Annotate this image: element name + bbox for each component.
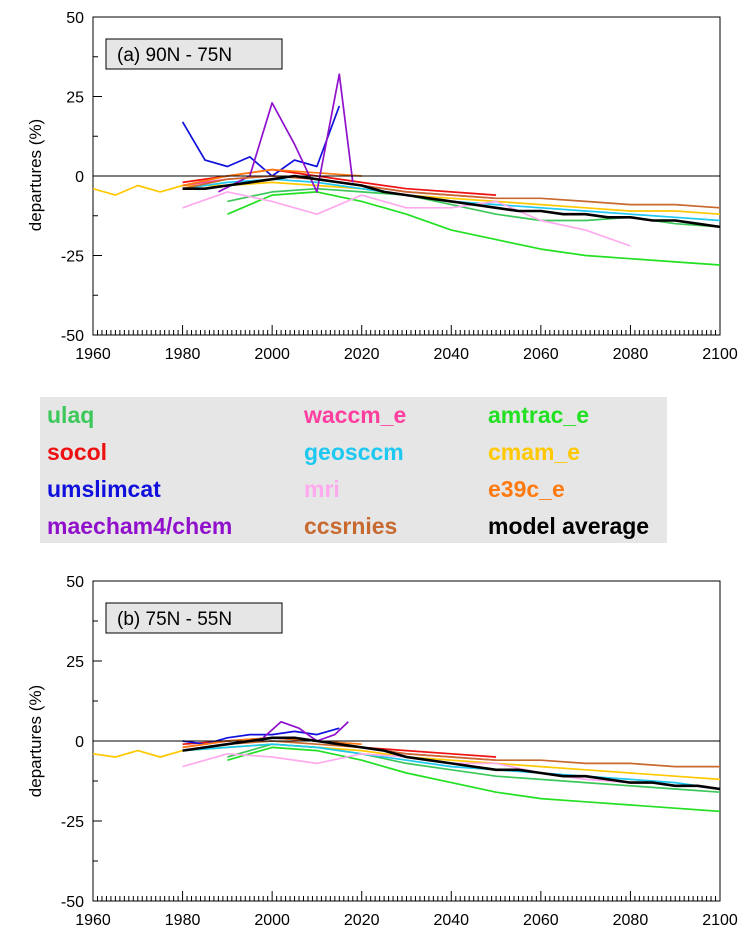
series-line-ulaq: [227, 187, 721, 228]
y-tick-label: 25: [66, 90, 84, 107]
y-tick-label: 0: [75, 734, 84, 751]
x-tick-label: 2100: [702, 346, 738, 363]
y-tick-label: -50: [61, 894, 84, 911]
series-line-mri: [182, 191, 631, 247]
y-tick-label: -50: [61, 328, 84, 345]
panel-label: (a) 90N - 75N: [117, 45, 232, 66]
series-line-geosccm: [182, 743, 721, 790]
series-line-maecham4-chem: [262, 720, 349, 742]
y-tick-label: -25: [61, 814, 84, 831]
series-line-model-average: [182, 174, 721, 229]
legend-entry-waccm-e: waccm_e: [303, 402, 406, 428]
legend-entry-umslimcat: umslimcat: [47, 476, 161, 502]
y-axis-label: departures (%): [26, 685, 45, 797]
legend-entry-e39c-e: e39c_e: [488, 476, 565, 502]
series-line-umslimcat: [181, 105, 341, 177]
x-tick-label: 2060: [523, 346, 559, 363]
legend-entry-socol: socol: [47, 439, 107, 465]
series-line-model-average: [182, 736, 721, 791]
y-axis-label: departures (%): [26, 119, 45, 231]
legend-entry-geosccm: geosccm: [304, 439, 404, 465]
y-tick-label: 50: [66, 574, 84, 591]
legend-entry-ulaq: ulaq: [47, 402, 94, 428]
series-group: [92, 73, 721, 266]
panel-label: (b) 75N - 55N: [117, 609, 232, 630]
x-tick-label: 2020: [344, 346, 380, 363]
y-tick-label: 50: [66, 10, 84, 27]
series-line-cmam-e: [92, 743, 721, 781]
x-tick-label: 2060: [523, 912, 559, 929]
panel-label-box: [105, 38, 283, 70]
legend-entry-maecham4-chem: maecham4/chem: [47, 513, 232, 539]
x-tick-label: 1980: [165, 346, 201, 363]
legend-entry-model-average: model average: [488, 513, 649, 539]
x-tick-label: 1960: [75, 912, 111, 929]
series-line-e39c-e: [182, 168, 362, 187]
x-axis: 1960 1980 2000 2020 2040 2060 2080 2100: [75, 891, 738, 929]
legend-entry-amtrac-e: amtrac_e: [488, 402, 589, 428]
x-tick-label: 2040: [433, 346, 469, 363]
x-tick-label: 2040: [433, 912, 469, 929]
y-tick-label: -25: [61, 249, 84, 266]
panel-label-box: [105, 602, 283, 634]
series-group: [92, 720, 721, 813]
legend-entry-mri: mri: [304, 476, 340, 502]
series-line-amtrac-e: [227, 746, 721, 813]
x-tick-label: 2100: [702, 912, 738, 929]
panel-a: -50 -25 0 25 50 1960 1980 2000 2020 2040 2060 2080…: [26, 10, 738, 363]
x-tick-label: 1960: [75, 346, 111, 363]
series-line-amtrac-e: [227, 191, 721, 266]
legend-entry-ccsrnies: ccsrnies: [304, 513, 397, 539]
panel-b: -50 -25 0 25 50 1960 1980 2000 2020 2040 2060 2080…: [26, 574, 738, 929]
legend-entry-cmam-e: cmam_e: [488, 439, 580, 465]
y-tick-label: 25: [66, 654, 84, 671]
x-tick-label: 2000: [254, 346, 290, 363]
x-tick-label: 2000: [254, 912, 290, 929]
y-axis: -50 -25 0 25 50: [61, 10, 102, 345]
x-axis: 1960 1980 2000 2020 2040 2060 2080 2100: [75, 325, 738, 363]
x-tick-label: 2080: [613, 346, 649, 363]
x-tick-label: 1980: [165, 912, 201, 929]
y-axis: -50 -25 0 25 50: [61, 574, 102, 911]
x-tick-label: 2080: [613, 912, 649, 929]
legend-background: [40, 397, 667, 543]
y-tick-label: 0: [75, 169, 84, 186]
x-tick-label: 2020: [344, 912, 380, 929]
